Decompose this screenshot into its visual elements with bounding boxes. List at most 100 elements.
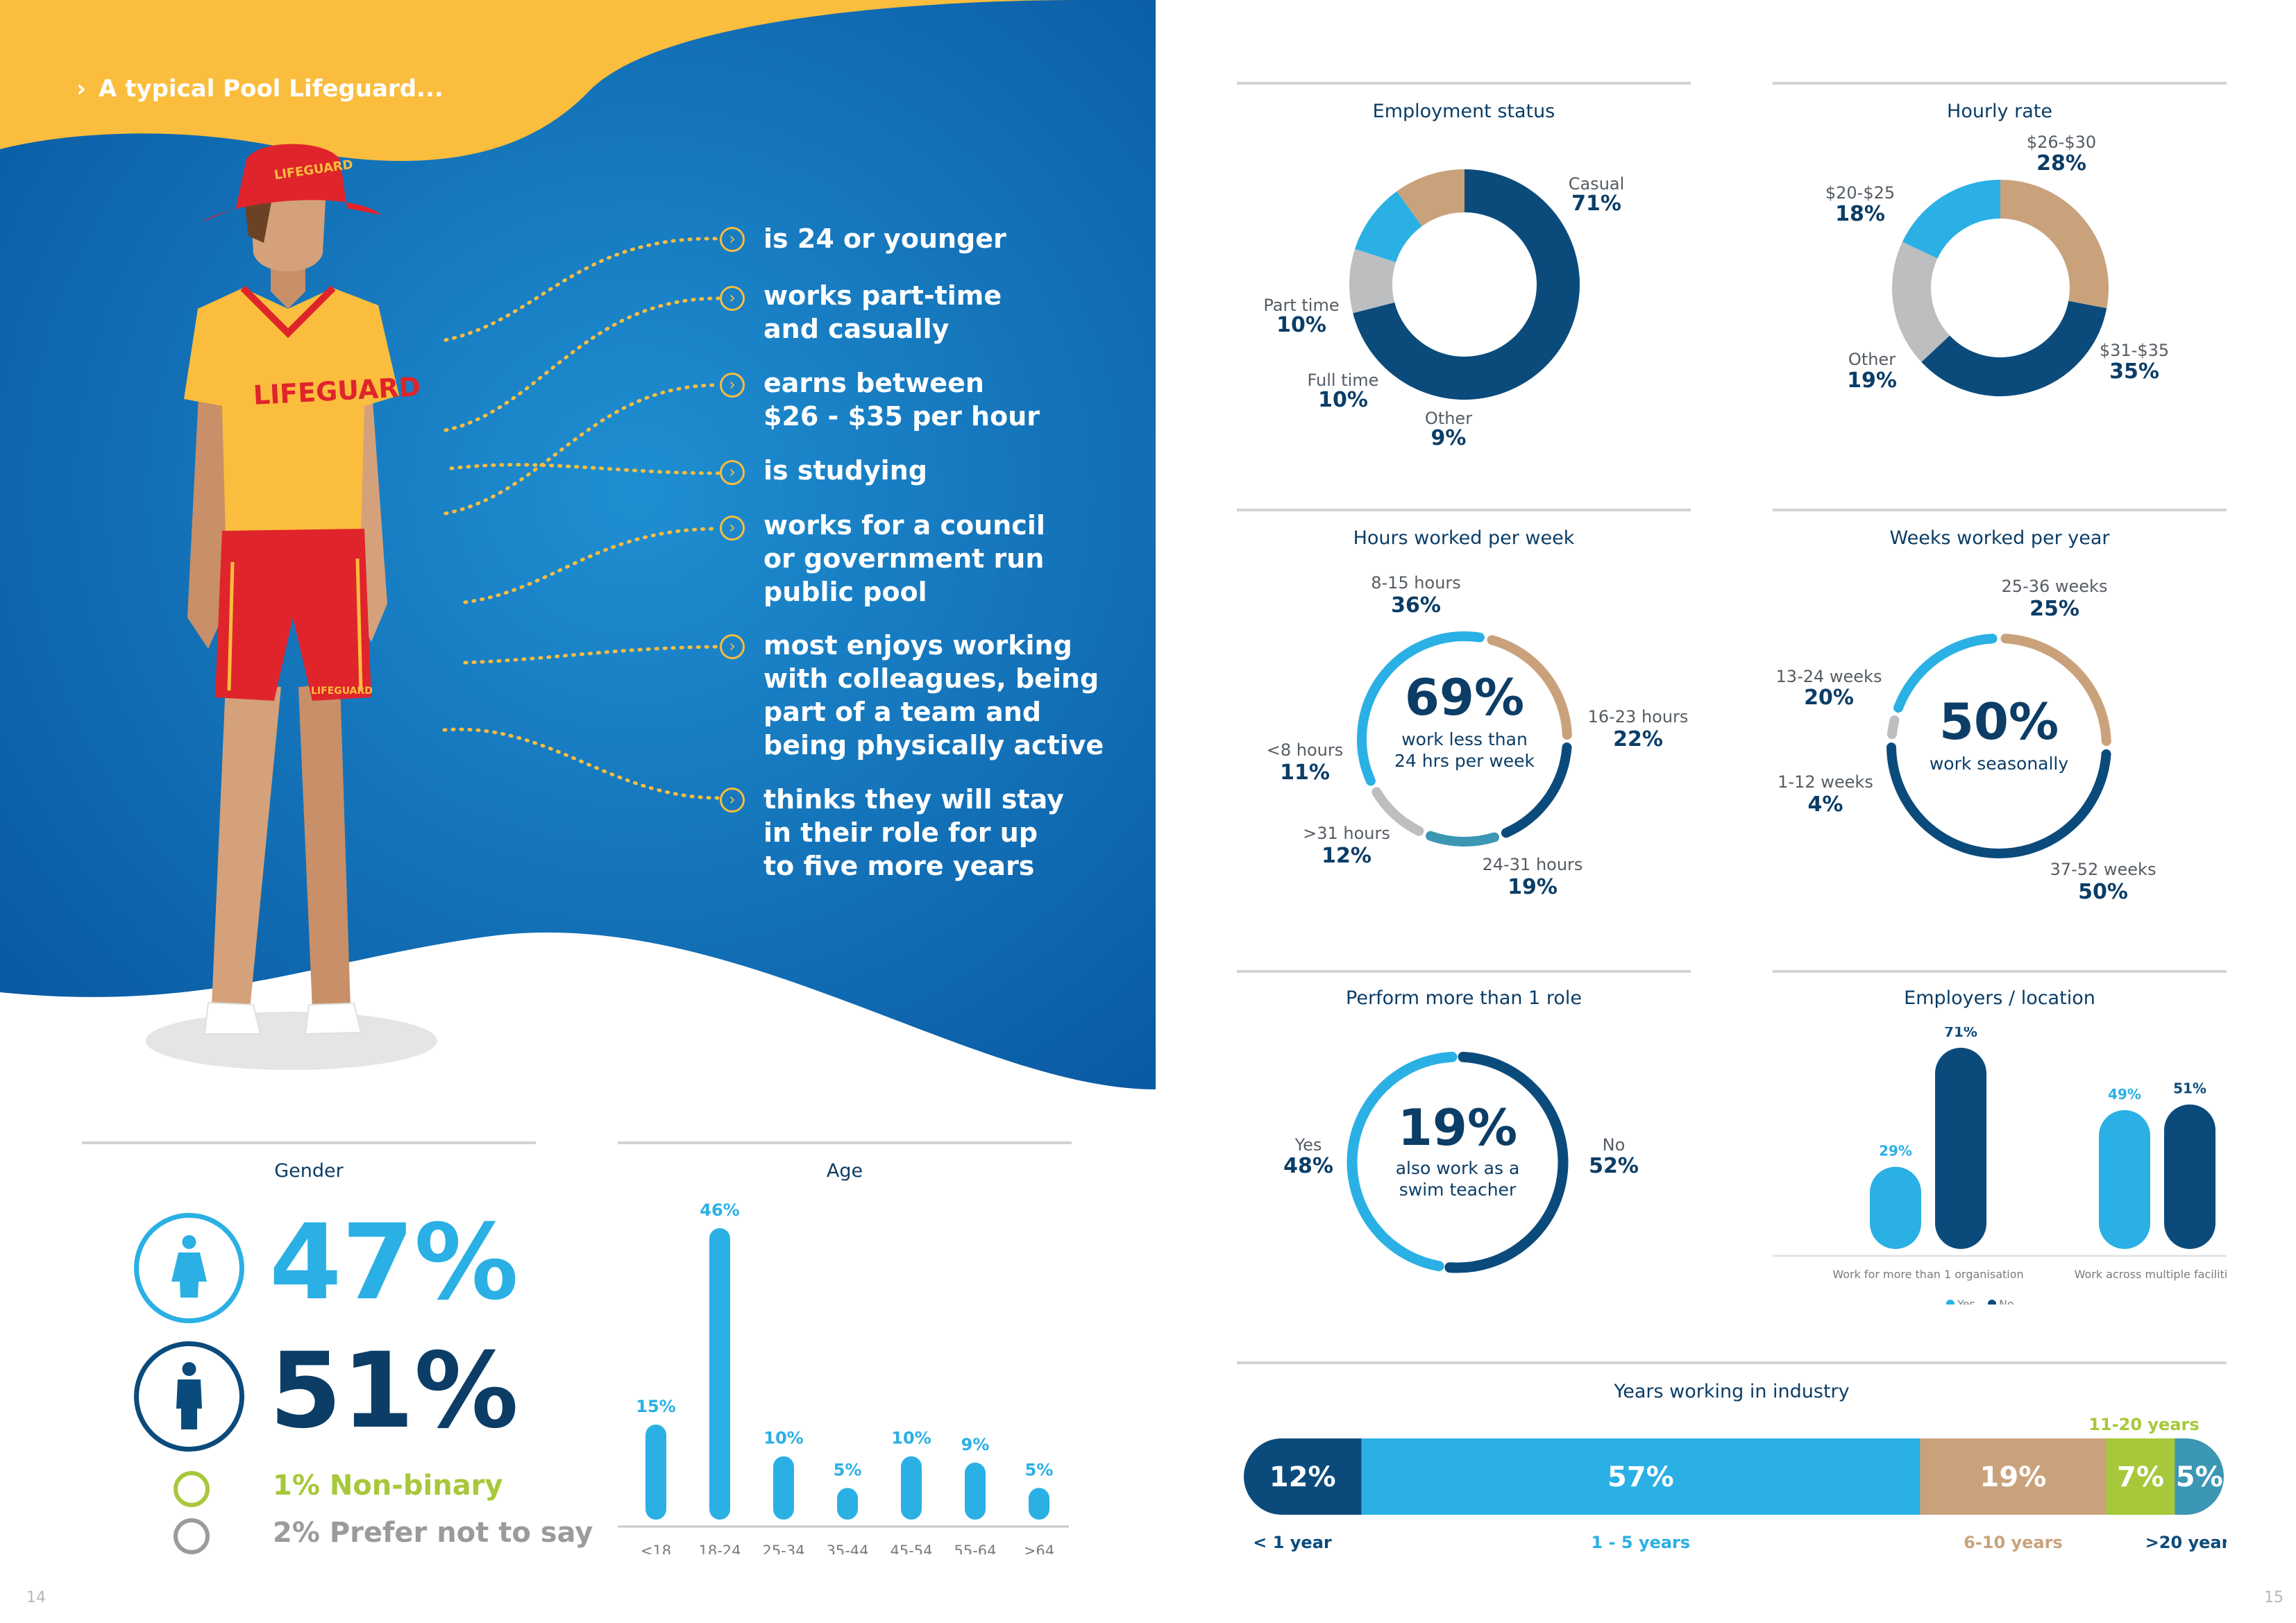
hero-title: › A typical Pool Lifeguard... (76, 75, 444, 103)
prefer-not-ring-icon (174, 1518, 210, 1554)
value-20-25: 18% (1835, 202, 1885, 226)
label-24-31: 24-31 hours (1482, 855, 1583, 874)
hourly-title: Hourly rate (1947, 101, 2052, 122)
trait-item: works part-time and casually (763, 280, 1002, 344)
age-bar (773, 1456, 794, 1520)
age-bar (1029, 1488, 1049, 1520)
donut-slice-13-24-weeks (1893, 634, 1998, 713)
hourly-donut (1892, 180, 2109, 396)
trait-item: is 24 or younger (763, 223, 1006, 254)
value-31-35: 35% (2109, 359, 2159, 384)
value-26-30: 28% (2036, 151, 2086, 176)
label-over-31: >31 hours (1303, 824, 1390, 843)
section-separator (1773, 509, 2227, 511)
role-center-value: 19% (1397, 1098, 1518, 1157)
figure-shadow (146, 1012, 437, 1070)
donut-slice-37-52-weeks (1886, 742, 2111, 858)
section-separator (1237, 82, 1691, 85)
value-other: 9% (1430, 426, 1467, 450)
weeks-donut (1886, 634, 2111, 858)
employers-bar (1870, 1166, 1921, 1249)
employers-bar-value: 51% (2173, 1080, 2206, 1097)
trait-arrow-icon: › (720, 516, 745, 541)
age-category-label: >64 (1024, 1543, 1054, 1554)
connector-line (444, 383, 720, 516)
shirt (184, 288, 399, 538)
years-category-label: < 1 year (1253, 1533, 1332, 1552)
label-full-time: Full time (1307, 371, 1379, 390)
label-16-23: 16-23 hours (1587, 707, 1689, 726)
age-bar (901, 1456, 922, 1520)
connector-line (444, 296, 720, 432)
years-segment (2106, 1438, 2176, 1515)
label-25-36: 25-36 weeks (2001, 577, 2108, 596)
label-casual: Casual (1568, 174, 1625, 194)
years-segment-value: 57% (1607, 1461, 1674, 1493)
donut-slice-8-15-hours (1357, 631, 1485, 786)
right-shoe (304, 1002, 362, 1035)
employers-bar (2099, 1110, 2150, 1249)
shorts-stripe (227, 561, 235, 691)
age-bar (645, 1425, 666, 1520)
age-bar-value: 5% (1025, 1460, 1054, 1479)
donut-slice--31-35 (1921, 300, 2107, 396)
section-separator (1773, 970, 2227, 973)
page-number-left: 14 (26, 1589, 46, 1606)
male-percent: 51% (269, 1331, 519, 1452)
donut-slice-1-12-weeks (1886, 715, 1900, 740)
label-yes: Yes (1294, 1135, 1322, 1155)
trait-item: works for a council or government run pu… (763, 510, 1045, 607)
donut-slice--26-30 (2000, 180, 2109, 309)
age-bar-chart: 15% <18 46% 18-24 10% 25-34 5% 35-44 10% 45-54 9% 5… (618, 1200, 1069, 1554)
employers-bar (2164, 1104, 2215, 1249)
left-shoe (203, 1001, 262, 1035)
page-number-right: 15 (2264, 1589, 2284, 1606)
value-yes: 48% (1283, 1154, 1333, 1178)
years-category-label: >20 years (2145, 1533, 2227, 1552)
age-category-label: <18 (641, 1543, 671, 1554)
hat (201, 144, 382, 222)
nonbinary-ring-icon (174, 1471, 210, 1507)
value-hourly-other: 19% (1847, 368, 1897, 393)
gender-title: Gender (274, 1160, 344, 1182)
weeks-center-value: 50% (1939, 692, 2059, 751)
shorts-stripe-right (355, 558, 363, 691)
connector-line (444, 237, 720, 342)
left-leg (212, 683, 281, 1010)
donut-slice--8-hours (1371, 787, 1424, 836)
label-under-8: <8 hours (1266, 740, 1344, 760)
trait-arrow-icon: › (720, 227, 745, 252)
years-category-label: 1 - 5 years (1592, 1533, 1691, 1552)
years-segment (1361, 1438, 1921, 1515)
age-category-label: 45-54 (890, 1543, 932, 1554)
section-separator (1773, 82, 2227, 85)
label-37-52: 37-52 weeks (2050, 860, 2156, 879)
donut-slice-full-time (1355, 191, 1423, 263)
employers-bar-value: 29% (1879, 1143, 1912, 1159)
value-37-52: 50% (2078, 880, 2128, 904)
years-segment (1920, 1438, 2107, 1515)
section-separator (1237, 1361, 2227, 1364)
age-bar-value: 15% (636, 1397, 675, 1416)
yellow-wave (0, 0, 1083, 161)
age-bar (837, 1488, 858, 1520)
label-other: Other (1424, 409, 1473, 428)
trait-arrow-icon: › (720, 634, 745, 659)
employers-bar (1935, 1048, 1986, 1249)
age-bar (709, 1228, 730, 1520)
prefer-not-label: 2% Prefer not to say (273, 1517, 593, 1549)
section-separator (1237, 509, 1691, 511)
connector-line (463, 527, 720, 604)
age-bar-value: 10% (891, 1429, 931, 1448)
age-bar-value: 10% (763, 1429, 803, 1448)
trait-arrow-icon: › (720, 788, 745, 813)
donut-slice-other (1349, 248, 1396, 314)
employers-category-label: Work for more than 1 organisation (1832, 1268, 2023, 1281)
right-leg (298, 683, 351, 1010)
role-center-text: also work as a swim teacher (1395, 1158, 1520, 1200)
shorts (215, 529, 371, 701)
hours-center-text: work less than 24 hrs per week (1394, 729, 1535, 771)
trait-arrow-icon: › (720, 373, 745, 398)
value-24-31: 19% (1508, 875, 1558, 899)
legend-label: No (1999, 1298, 2014, 1305)
